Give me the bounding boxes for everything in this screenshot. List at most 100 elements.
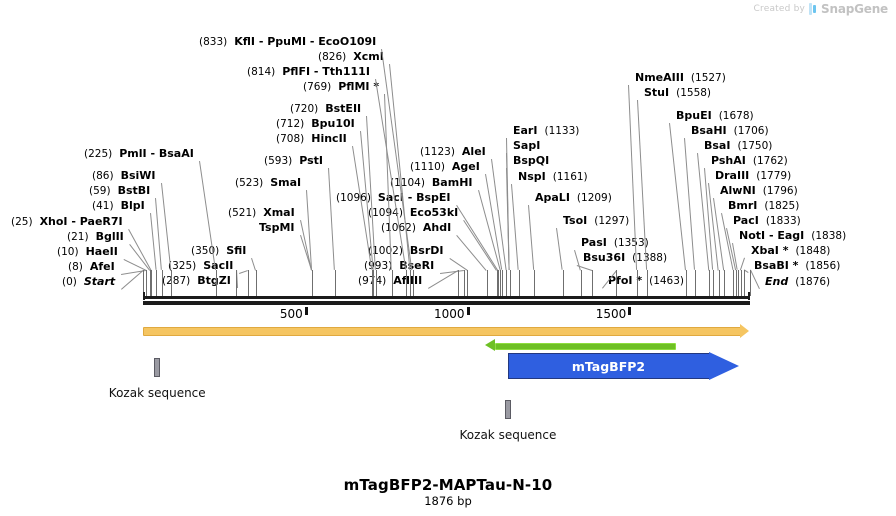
enzyme-label[interactable]: (593) PstI: [264, 155, 323, 168]
enzyme-name: SmaI: [270, 176, 302, 189]
enzyme-label[interactable]: EarI (1133): [513, 125, 579, 138]
enzyme-label[interactable]: (225) PmlI - BsaAI: [84, 148, 194, 161]
enzyme-position: (325): [168, 260, 197, 272]
enzyme-name: PshAI: [711, 154, 746, 167]
enzyme-label[interactable]: (833) KflI - PpuMI - EcoO109I: [199, 36, 376, 49]
enzyme-label[interactable]: (1123) AleI: [420, 146, 486, 159]
enzyme-label[interactable]: BsaHI (1706): [691, 125, 769, 138]
enzyme-tick: [497, 270, 499, 296]
enzyme-label[interactable]: (325) SacII: [168, 260, 233, 273]
enzyme-label[interactable]: (0) Start: [62, 276, 115, 289]
enzyme-label[interactable]: End (1876): [765, 276, 830, 289]
enzyme-label[interactable]: PasI (1353): [581, 236, 649, 250]
enzyme-position: (769): [303, 81, 332, 93]
enzyme-label[interactable]: NspI (1161): [518, 171, 588, 184]
enzyme-label[interactable]: PacI (1833): [733, 215, 801, 228]
cds-feature-label: mTagBFP2: [571, 359, 646, 374]
enzyme-name: BsaI: [704, 139, 731, 152]
enzyme-label[interactable]: StuI (1558): [644, 87, 711, 100]
enzyme-name: Bpu10I: [311, 117, 355, 130]
enzyme-label[interactable]: (974) AflIII: [358, 274, 423, 288]
enzyme-name: XmaI: [263, 206, 295, 219]
enzyme-leader-line: [669, 123, 686, 271]
enzyme-label[interactable]: BmrI (1825): [728, 200, 799, 213]
enzyme-name: BlpI: [120, 199, 145, 212]
enzyme-label[interactable]: (523) SmaI: [235, 176, 302, 190]
enzyme-label[interactable]: TspMI: [259, 222, 295, 234]
enzyme-name: TsoI: [563, 214, 588, 227]
enzyme-label[interactable]: (86) BsiWI: [92, 169, 156, 183]
enzyme-tick: [143, 270, 144, 296]
enzyme-label[interactable]: (1094) Eco53kI: [368, 206, 459, 220]
enzyme-label[interactable]: BsaBI * (1856): [754, 260, 840, 273]
enzyme-label[interactable]: AlwNI (1796): [720, 184, 798, 198]
enzyme-label[interactable]: PshAI (1762): [711, 154, 788, 168]
promoter-feature-bar[interactable]: [495, 343, 676, 350]
enzyme-leader-line: [511, 184, 519, 271]
orf-feature-bar[interactable]: [143, 327, 742, 336]
cds-feature-arrow[interactable]: mTagBFP2: [507, 352, 739, 380]
enzyme-name: BsrDI: [409, 244, 444, 257]
enzyme-label[interactable]: (814) PflFI - Tth111I: [247, 66, 370, 79]
enzyme-name: BspQI: [513, 154, 550, 167]
enzyme-label[interactable]: (10) HaeII: [57, 246, 118, 259]
enzyme-label[interactable]: Bsu36I (1388): [583, 252, 667, 265]
enzyme-tick: [580, 270, 582, 296]
enzyme-position: (1750): [737, 140, 773, 152]
enzyme-name: SacI - BspEI: [377, 191, 451, 204]
enzyme-position: (225): [84, 148, 113, 160]
enzyme-label[interactable]: (41) BlpI: [92, 199, 145, 213]
enzyme-label[interactable]: (21) BglII: [67, 231, 124, 244]
kozak-marker[interactable]: [154, 358, 161, 377]
enzyme-label[interactable]: (521) XmaI: [228, 206, 295, 220]
enzyme-label[interactable]: DraIII (1779): [715, 170, 791, 183]
enzyme-name: AlwNI: [720, 184, 756, 197]
enzyme-tick: [372, 270, 374, 296]
snapgene-logo-icon: [809, 3, 817, 15]
enzyme-tick: [502, 270, 504, 296]
enzyme-label[interactable]: (1096) SacI - BspEI: [336, 191, 451, 205]
enzyme-name: AflIII: [393, 274, 423, 287]
enzyme-label[interactable]: (287) BtgZI: [162, 275, 231, 288]
orf-arrowhead-icon: [740, 324, 749, 338]
enzyme-label[interactable]: (769) PflMI *: [303, 81, 379, 94]
enzyme-label[interactable]: (59) BstBI: [89, 185, 150, 198]
enzyme-tick: [694, 270, 696, 296]
enzyme-label[interactable]: (1104) BamHI: [390, 177, 473, 190]
enzyme-name: PasI: [581, 236, 607, 249]
enzyme-leader-line: [155, 198, 163, 271]
enzyme-label[interactable]: BpuEI (1678): [676, 109, 754, 123]
enzyme-label[interactable]: (708) HincII: [276, 133, 347, 146]
enzyme-name: BsiWI: [120, 169, 156, 182]
axis-tick-label: 1000: [434, 307, 465, 321]
kozak-marker[interactable]: [504, 400, 511, 419]
enzyme-name: Eco53kI: [409, 206, 459, 219]
enzyme-label[interactable]: (720) BstEII: [290, 103, 361, 116]
enzyme-label[interactable]: NotI - EagI (1838): [739, 230, 846, 243]
enzyme-leader-line: [160, 183, 171, 271]
enzyme-label[interactable]: BspQI: [513, 155, 549, 167]
enzyme-label[interactable]: PfoI * (1463): [608, 275, 684, 288]
enzyme-label[interactable]: (1110) AgeI: [410, 161, 480, 174]
enzyme-label[interactable]: (8) AfeI: [68, 261, 115, 274]
enzyme-tick: [496, 270, 498, 296]
enzyme-label[interactable]: (1002) BsrDI: [368, 244, 444, 258]
enzyme-name: XcmI: [353, 50, 384, 63]
enzyme-label[interactable]: (712) Bpu10I: [276, 117, 355, 131]
enzyme-label[interactable]: (1062) AhdI: [381, 222, 451, 235]
enzyme-tick: [737, 270, 739, 296]
enzyme-label[interactable]: NmeAIII (1527): [635, 72, 726, 85]
enzyme-label[interactable]: (350) SfiI: [191, 245, 246, 258]
enzyme-tick: [647, 270, 649, 296]
enzyme-label[interactable]: (25) XhoI - PaeR7I: [11, 216, 123, 229]
enzyme-label[interactable]: BsaI (1750): [704, 139, 773, 153]
enzyme-name: BpuEI: [676, 109, 712, 122]
enzyme-label[interactable]: XbaI * (1848): [751, 245, 830, 258]
enzyme-position: (720): [290, 103, 319, 115]
enzyme-label[interactable]: (826) XcmI: [318, 50, 384, 64]
enzyme-label[interactable]: ApaLI (1209): [535, 192, 612, 205]
enzyme-label[interactable]: TsoI (1297): [563, 214, 629, 228]
enzyme-leader-line: [239, 270, 249, 274]
enzyme-label[interactable]: SapI: [513, 140, 540, 152]
